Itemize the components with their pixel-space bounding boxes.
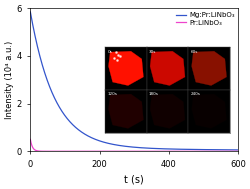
Line: Pr:LiNbO₃: Pr:LiNbO₃	[30, 139, 237, 151]
Mg:Pr:LiNbO₃	[117, 144, 120, 146]
Y-axis label: Intensity (10⁴ a.u.): Intensity (10⁴ a.u.)	[5, 41, 14, 119]
Mg:Pr:LiNbO₃	[232, 149, 235, 151]
Line: Mg:Pr:LiNbO₃: Mg:Pr:LiNbO₃	[30, 12, 237, 150]
Pr:LiNbO₃	[52, 150, 55, 152]
Mg:Pr:LiNbO₃	[210, 149, 212, 151]
Pr:LiNbO₃	[117, 150, 120, 152]
Pr:LiNbO₃	[29, 138, 32, 140]
Pr:LiNbO₃	[64, 150, 68, 152]
Pr:LiNbO₃	[108, 150, 111, 152]
Mg:Pr:LiNbO₃	[108, 143, 111, 145]
Mg:Pr:LiNbO₃	[29, 11, 32, 13]
Pr:LiNbO₃	[236, 150, 239, 152]
X-axis label: t (s): t (s)	[124, 174, 144, 184]
Legend: Mg:Pr:LiNbO₃, Pr:LiNbO₃: Mg:Pr:LiNbO₃, Pr:LiNbO₃	[172, 9, 236, 29]
Pr:LiNbO₃	[232, 150, 235, 152]
Mg:Pr:LiNbO₃	[64, 116, 68, 119]
Mg:Pr:LiNbO₃	[236, 149, 239, 151]
Mg:Pr:LiNbO₃	[52, 96, 55, 98]
Pr:LiNbO₃	[210, 150, 212, 152]
